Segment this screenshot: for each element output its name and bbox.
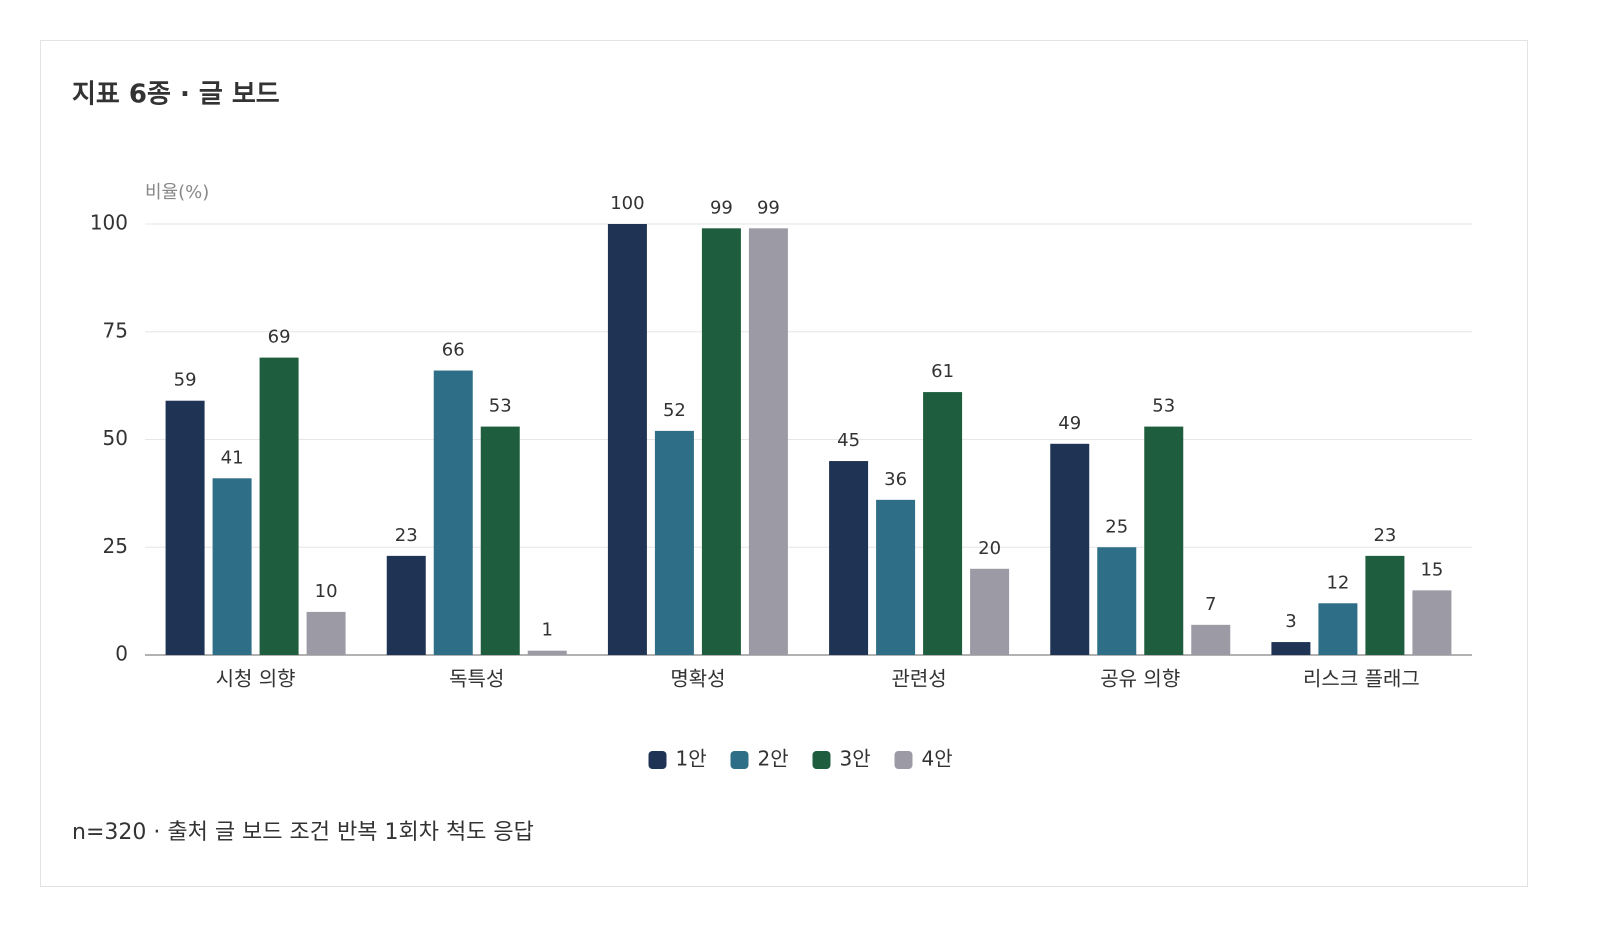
value-label: 3 [1285,611,1296,632]
value-label: 23 [395,525,418,546]
y-tick-label: 75 [103,318,128,342]
x-tick-label: 공유 의향 [1100,667,1180,691]
value-label: 12 [1326,572,1349,593]
value-label: 15 [1420,559,1443,580]
bar [1412,590,1452,655]
y-tick-label: 50 [103,426,128,450]
value-label: 99 [757,197,780,218]
bar [165,400,205,655]
bar [1050,443,1090,655]
y-tick-label: 25 [103,534,128,558]
bar [527,650,567,655]
bar [748,228,788,655]
x-tick-label: 시청 의향 [216,667,296,691]
chart-title: 지표 6종 · 글 보드 [72,80,280,110]
bar [1271,642,1311,655]
legend-swatch [730,751,749,769]
bar [1097,547,1137,655]
value-label: 25 [1105,516,1128,537]
value-label: 53 [1152,396,1175,417]
bar [876,499,916,655]
legend-swatch [894,751,913,769]
value-label: 61 [931,361,954,382]
bar [1144,426,1184,655]
bar [306,611,346,655]
legend-label: 1안 [676,747,707,771]
x-tick-label: 명확성 [670,667,725,691]
value-label: 99 [710,197,733,218]
value-label: 69 [268,327,291,348]
bar [259,357,299,655]
bar [923,392,963,655]
bar [480,426,520,655]
value-label: 59 [174,370,197,391]
value-label: 20 [978,538,1001,559]
bar [1191,624,1231,655]
value-label: 1 [542,620,553,641]
value-label: 66 [442,340,465,361]
bar [970,568,1010,655]
y-tick-label: 100 [90,211,128,235]
bar [1365,555,1405,655]
bar [829,461,869,655]
bar [1318,603,1358,655]
footnote: n=320 · 출처 글 보드 조건 반복 1회차 척도 응답 [72,820,534,845]
bar [212,478,252,655]
bar [386,555,426,655]
value-label: 41 [221,447,244,468]
legend-label: 2안 [758,747,789,771]
y-axis-label: 비율(%) [145,182,209,203]
value-label: 53 [489,396,512,417]
value-label: 49 [1058,413,1081,434]
x-tick-label: 리스크 플래그 [1303,667,1420,691]
x-tick-label: 독특성 [449,667,504,691]
value-label: 23 [1373,525,1396,546]
legend-label: 4안 [922,747,953,771]
value-label: 52 [663,400,686,421]
y-tick-label: 0 [115,642,128,666]
legend-swatch [812,751,831,769]
bar [607,224,647,655]
value-label: 10 [315,581,338,602]
legend-swatch [648,751,667,769]
value-label: 7 [1205,594,1216,615]
legend-label: 3안 [840,747,871,771]
value-label: 100 [610,193,644,214]
bar [654,430,694,655]
x-tick-label: 관련성 [891,667,946,691]
value-label: 36 [884,469,907,490]
value-label: 45 [837,430,860,451]
bar [433,370,473,655]
bar [701,228,741,655]
